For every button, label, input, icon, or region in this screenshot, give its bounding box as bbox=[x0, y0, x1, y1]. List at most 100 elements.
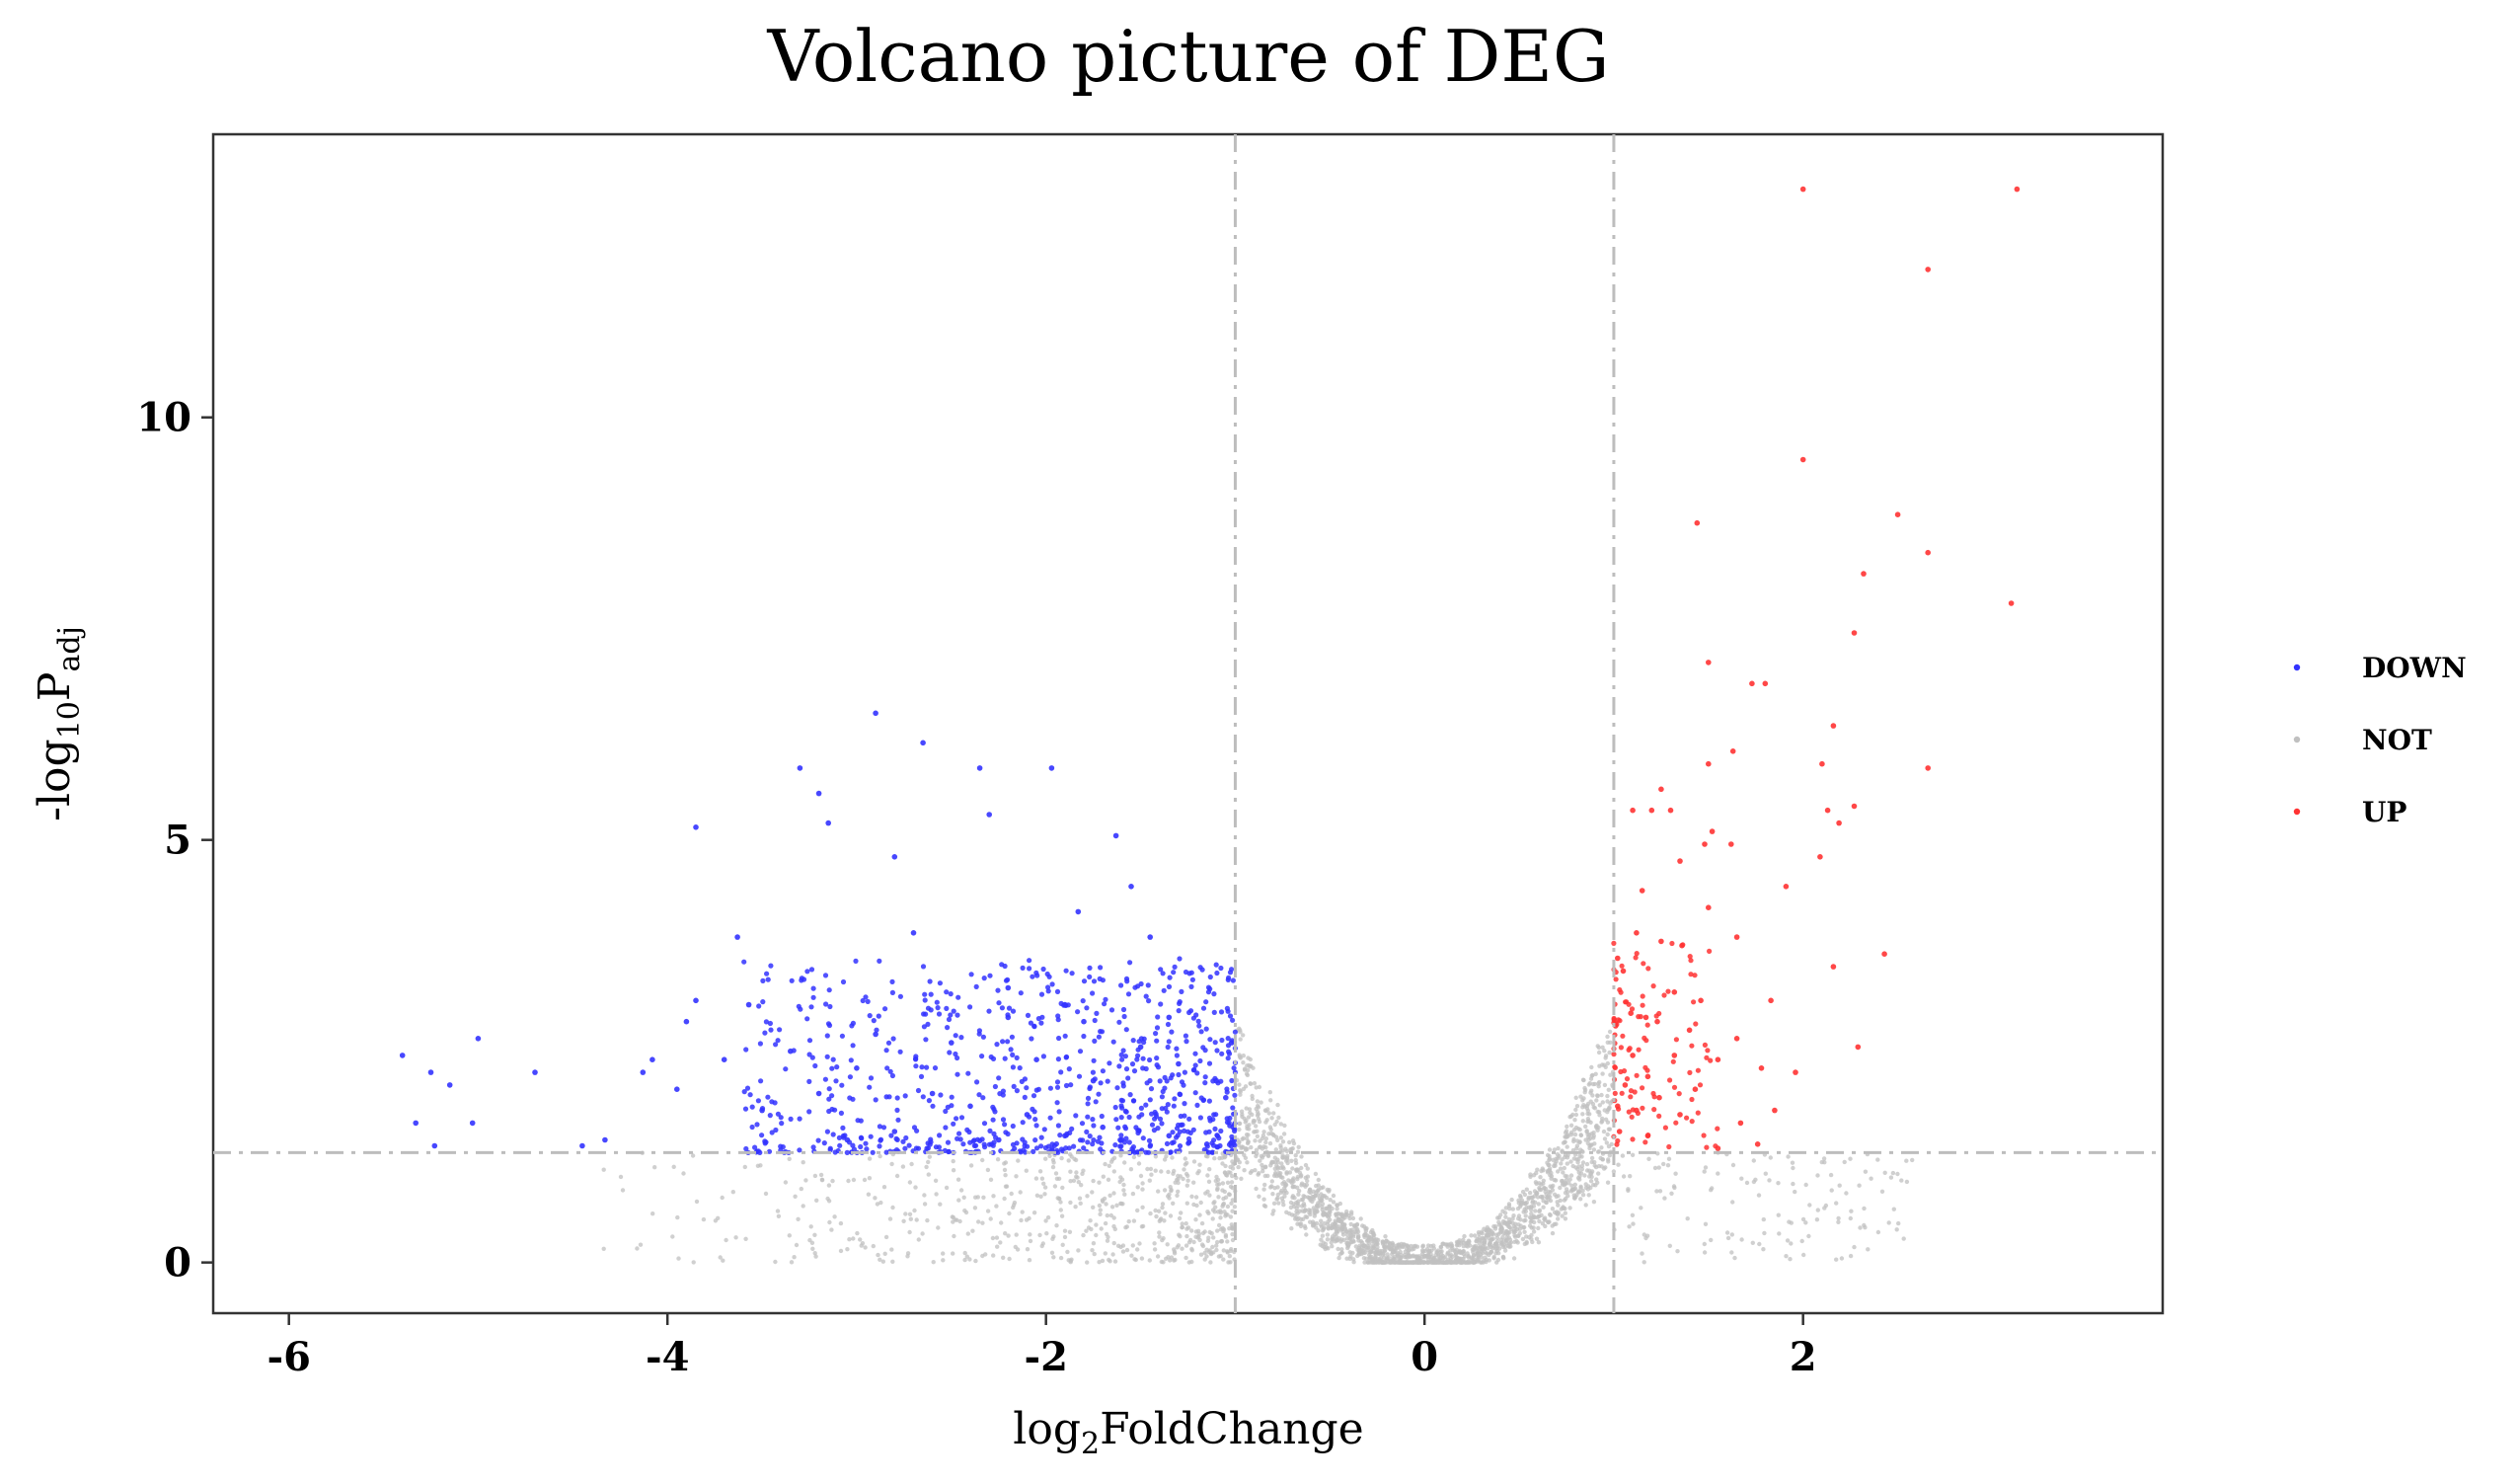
not-point bbox=[1291, 1202, 1296, 1207]
down-point bbox=[921, 1024, 928, 1030]
down-point bbox=[1041, 1127, 1047, 1133]
not-point bbox=[1296, 1188, 1302, 1194]
not-point bbox=[1071, 1178, 1077, 1184]
up-point bbox=[1638, 1014, 1643, 1020]
not-point bbox=[1251, 1119, 1257, 1124]
not-point bbox=[1220, 1225, 1225, 1231]
not-point bbox=[1136, 1161, 1142, 1166]
not-point bbox=[1657, 1189, 1663, 1194]
down-point bbox=[1213, 1077, 1220, 1084]
not-point bbox=[1600, 1100, 1606, 1105]
up-point bbox=[1688, 972, 1694, 977]
not-point bbox=[1413, 1243, 1418, 1249]
not-point bbox=[1494, 1235, 1500, 1241]
not-point bbox=[801, 1204, 805, 1209]
not-point bbox=[1589, 1073, 1594, 1078]
not-point bbox=[1597, 1103, 1603, 1108]
down-point bbox=[1062, 1001, 1068, 1008]
not-point bbox=[1211, 1201, 1216, 1206]
not-point bbox=[1121, 1182, 1126, 1188]
not-point bbox=[855, 1230, 860, 1236]
down-point bbox=[1024, 1085, 1030, 1091]
not-point bbox=[1140, 1223, 1146, 1229]
down-point bbox=[891, 854, 898, 860]
not-point bbox=[1097, 1203, 1103, 1209]
not-point bbox=[1666, 1156, 1672, 1162]
down-point bbox=[827, 1003, 833, 1010]
not-point bbox=[1191, 1239, 1196, 1245]
not-point bbox=[1275, 1137, 1280, 1143]
down-point bbox=[1081, 1018, 1087, 1025]
down-point bbox=[1143, 1102, 1149, 1108]
down-point bbox=[1203, 1130, 1209, 1135]
not-point bbox=[1516, 1213, 1522, 1218]
not-point bbox=[1238, 1092, 1243, 1097]
up-point bbox=[1619, 1090, 1625, 1096]
down-point bbox=[1038, 991, 1045, 997]
down-point bbox=[1162, 1085, 1168, 1091]
not-point bbox=[1509, 1197, 1514, 1203]
y-tick-label: 0 bbox=[164, 1240, 191, 1287]
not-point bbox=[1533, 1209, 1538, 1213]
not-point bbox=[1368, 1249, 1373, 1255]
down-point bbox=[1063, 1054, 1069, 1060]
down-point bbox=[767, 1020, 774, 1027]
not-point bbox=[1385, 1252, 1390, 1257]
not-point bbox=[1299, 1197, 1305, 1203]
not-point bbox=[1848, 1215, 1854, 1221]
not-point bbox=[1605, 1180, 1611, 1185]
down-point bbox=[922, 991, 928, 997]
not-point bbox=[1286, 1178, 1291, 1183]
not-point bbox=[1189, 1248, 1195, 1253]
not-point bbox=[1004, 1184, 1010, 1189]
not-point bbox=[1605, 1132, 1610, 1137]
not-point bbox=[1316, 1177, 1322, 1183]
not-point bbox=[1578, 1197, 1583, 1202]
down-point bbox=[1120, 1080, 1126, 1086]
down-point bbox=[1218, 1009, 1225, 1015]
down-point bbox=[1054, 988, 1061, 995]
not-point bbox=[1588, 1090, 1593, 1095]
not-point bbox=[1340, 1214, 1345, 1219]
not-point bbox=[1320, 1208, 1325, 1212]
down-point bbox=[1002, 1055, 1008, 1061]
not-point bbox=[1869, 1176, 1873, 1181]
not-point bbox=[1572, 1118, 1577, 1123]
not-point bbox=[1603, 1117, 1609, 1123]
not-point bbox=[1655, 1151, 1660, 1156]
down-point bbox=[902, 1093, 908, 1099]
not-point bbox=[1445, 1250, 1451, 1256]
down-point bbox=[1118, 1136, 1125, 1143]
down-point bbox=[1077, 1049, 1084, 1054]
up-point bbox=[1677, 858, 1683, 864]
not-point bbox=[1768, 1155, 1774, 1160]
down-point bbox=[1118, 1097, 1124, 1103]
not-point bbox=[1108, 1212, 1114, 1218]
not-point bbox=[1239, 1176, 1244, 1182]
not-point bbox=[1149, 1172, 1154, 1177]
not-point bbox=[1565, 1174, 1569, 1179]
down-point bbox=[1077, 1137, 1084, 1143]
down-point bbox=[910, 930, 917, 936]
not-point bbox=[1200, 1243, 1206, 1249]
down-point bbox=[992, 1109, 998, 1115]
not-point bbox=[1390, 1240, 1395, 1246]
up-point bbox=[1697, 1082, 1704, 1088]
down-point bbox=[827, 1145, 833, 1151]
not-point bbox=[1155, 1254, 1161, 1259]
not-point bbox=[1599, 1092, 1604, 1098]
up-point bbox=[1639, 888, 1645, 894]
not-point bbox=[936, 1225, 941, 1230]
up-point bbox=[1624, 1076, 1631, 1082]
not-point bbox=[1589, 1142, 1594, 1147]
not-point bbox=[1237, 1127, 1242, 1133]
not-point bbox=[1055, 1196, 1060, 1201]
not-point bbox=[1295, 1176, 1300, 1182]
not-point bbox=[1529, 1195, 1534, 1201]
not-point bbox=[1338, 1239, 1343, 1244]
down-point bbox=[967, 1103, 973, 1110]
down-point bbox=[768, 1027, 774, 1033]
down-point bbox=[1025, 1012, 1031, 1018]
not-point bbox=[721, 1258, 725, 1263]
